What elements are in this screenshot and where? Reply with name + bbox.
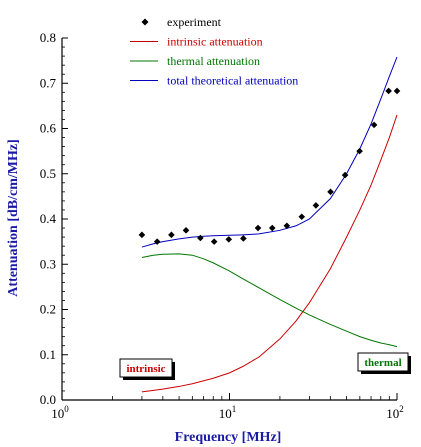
experiment-point <box>182 227 190 234</box>
y-tick-label: 0.7 <box>40 75 57 90</box>
experiment-point <box>356 147 363 155</box>
experiment-point <box>210 238 218 245</box>
experiment-point <box>225 236 233 243</box>
y-tick-label: 0.4 <box>40 211 57 226</box>
experiment-point <box>197 234 204 242</box>
experiment-point <box>283 222 291 230</box>
y-tick-label: 0.0 <box>40 392 56 407</box>
x-tick-label: 100 <box>51 404 69 421</box>
experiment-point <box>385 87 392 95</box>
experiment-point <box>393 87 401 95</box>
legend-marker-diamond <box>141 18 149 26</box>
series-line-total-theoretical-attenuation <box>141 56 398 248</box>
annotation-box <box>119 358 173 378</box>
series-layer <box>138 56 401 393</box>
experiment-point <box>254 224 262 232</box>
y-tick-label: 0.3 <box>40 256 56 271</box>
y-tick-label: 0.2 <box>40 302 56 317</box>
experiment-point <box>153 238 161 245</box>
plot-axes: 0.0 0.1 0.2 0.3 0.4 0.5 0.6 0.7 0.8 100 101 102 <box>40 30 404 421</box>
series-line-intrinsic-attenuation <box>141 114 398 393</box>
experiment-point <box>341 171 349 179</box>
y-axis-title: Attenuation [dB/cm/MHz] <box>6 139 21 296</box>
experiment-point <box>138 231 146 239</box>
x-tick-label: 102 <box>386 404 404 421</box>
y-tick-label: 0.8 <box>40 30 56 45</box>
annotation-label-intrinsic: intrinsic <box>126 363 165 375</box>
experiment-point <box>168 231 175 239</box>
experiment-point <box>298 213 306 221</box>
experiment-point <box>268 224 276 232</box>
experiment-point <box>370 121 378 129</box>
series-line-thermal-attenuation <box>141 253 398 348</box>
x-axis-title: Frequency [MHz] <box>175 430 282 445</box>
experiment-point <box>312 202 320 209</box>
annotation-label-thermal: thermal <box>364 357 401 369</box>
experiment-point <box>240 235 247 242</box>
legend-label: intrinsic attenuation <box>167 35 263 49</box>
legend-label: total theoretical attenuation <box>167 74 298 88</box>
y-tick-label: 0.6 <box>40 121 57 136</box>
y-tick-label: 0.5 <box>40 166 56 181</box>
legend-label: thermal attenuation <box>167 54 260 68</box>
legend-label: experiment <box>167 15 222 29</box>
annotation-box <box>357 352 409 372</box>
annotations: intrinsic thermal <box>119 352 411 380</box>
legend: experiment intrinsic attenuation thermal a… <box>130 15 298 88</box>
x-tick-label: 101 <box>219 404 237 421</box>
y-tick-label: 0.1 <box>40 347 56 362</box>
experiment-point <box>327 188 334 196</box>
